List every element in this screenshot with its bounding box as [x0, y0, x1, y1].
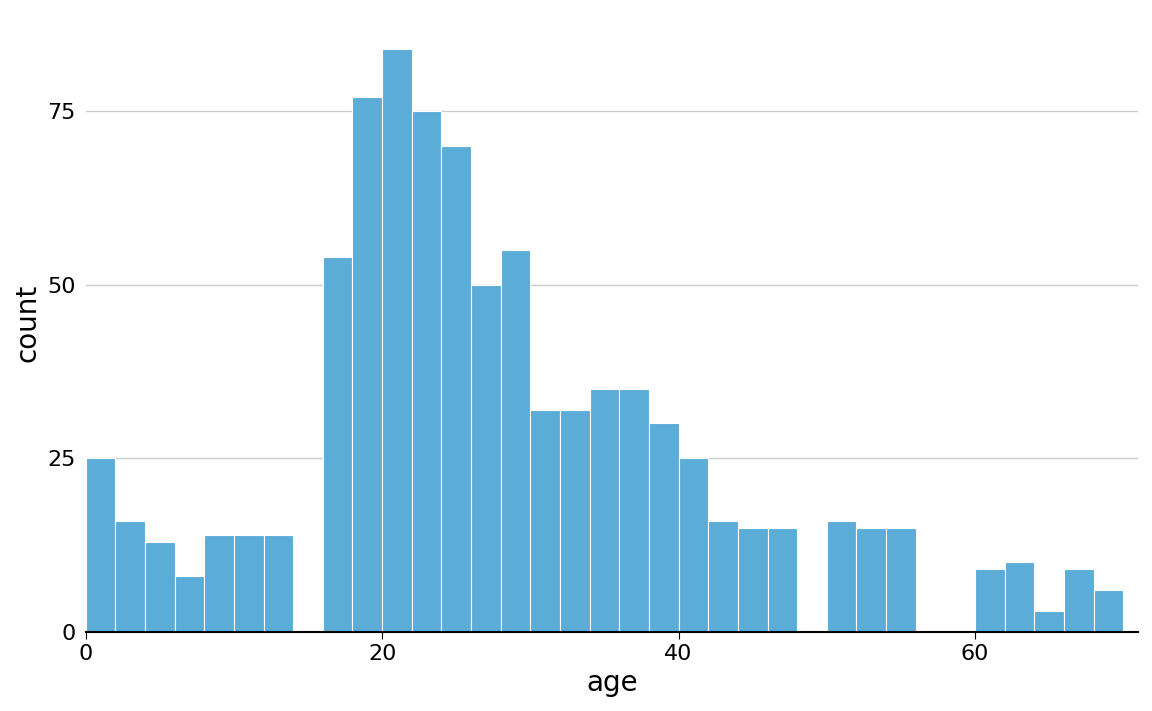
Bar [264, 535, 294, 632]
Bar [560, 410, 590, 632]
Bar [145, 542, 175, 632]
Bar [679, 458, 708, 632]
Bar [590, 389, 620, 632]
Bar [886, 528, 916, 632]
Y-axis label: count: count [14, 284, 41, 362]
Bar [530, 410, 560, 632]
Bar [975, 570, 1005, 632]
Bar [471, 284, 501, 632]
Bar [1034, 611, 1064, 632]
Bar [738, 528, 767, 632]
Bar [1093, 590, 1123, 632]
Bar [323, 257, 353, 632]
Bar [649, 424, 679, 632]
Bar [708, 520, 738, 632]
Bar [234, 535, 264, 632]
Bar [501, 250, 530, 632]
Bar [85, 458, 115, 632]
Bar [175, 576, 204, 632]
Bar [827, 520, 856, 632]
Bar [204, 535, 234, 632]
Bar [353, 97, 382, 632]
Bar [411, 111, 441, 632]
Bar [441, 146, 471, 632]
Bar [1005, 562, 1034, 632]
Bar [767, 528, 797, 632]
Bar [115, 520, 145, 632]
Bar [1064, 570, 1093, 632]
Bar [620, 389, 649, 632]
Bar [382, 48, 411, 632]
X-axis label: age: age [586, 669, 638, 697]
Bar [856, 528, 886, 632]
